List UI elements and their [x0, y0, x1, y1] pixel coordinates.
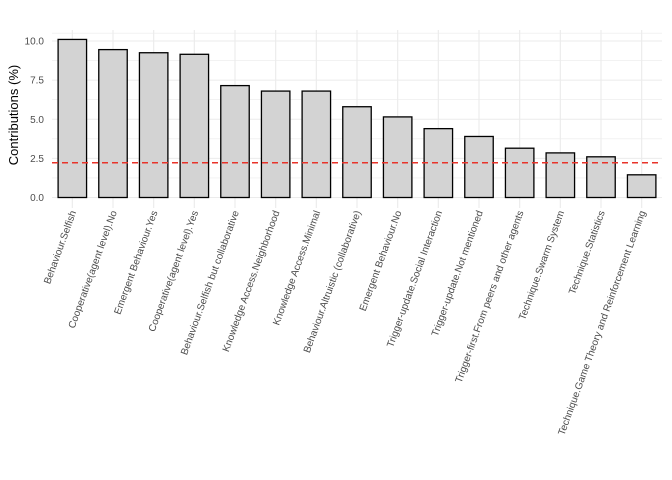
x-tick-label: Emergent Behaviour.Yes	[113, 209, 161, 316]
x-tick-label: Technique.Swarm System	[517, 209, 567, 321]
bar	[586, 156, 616, 199]
bar	[464, 135, 494, 199]
bar	[423, 127, 454, 199]
bar	[260, 90, 291, 199]
x-tick-label: Knowledge Access.Minimal	[271, 209, 323, 327]
x-tick-label: Emergent Behaviour.No	[358, 209, 405, 313]
bar	[342, 106, 372, 199]
bars	[57, 38, 657, 199]
bar	[301, 90, 332, 199]
y-axis-label: Contributions (%)	[6, 65, 21, 165]
x-tick-label: Technique.Game Theory and Reinforcement …	[557, 209, 649, 437]
x-tick-label: Technique.Statistics	[567, 209, 608, 296]
bar	[98, 48, 128, 199]
bar	[382, 116, 413, 199]
y-tick-label: 0.0	[30, 193, 44, 204]
y-tick-label: 5.0	[30, 115, 44, 126]
bar	[138, 52, 169, 199]
bar	[220, 84, 250, 199]
y-tick-label: 7.5	[30, 76, 44, 87]
y-tick-label: 2.5	[30, 154, 44, 165]
x-tick-label: Behaviour.Selfish	[42, 209, 79, 285]
bar	[179, 53, 210, 199]
x-tick-label: Trigger-first.From peers and other agent…	[454, 209, 527, 384]
y-tick-label: 10.0	[25, 37, 45, 48]
bar	[504, 147, 535, 199]
bar	[57, 38, 88, 199]
y-tick-labels: 0.0 2.5 5.0 7.5 10.0	[25, 37, 45, 205]
bar	[626, 174, 657, 199]
bar	[545, 152, 576, 199]
